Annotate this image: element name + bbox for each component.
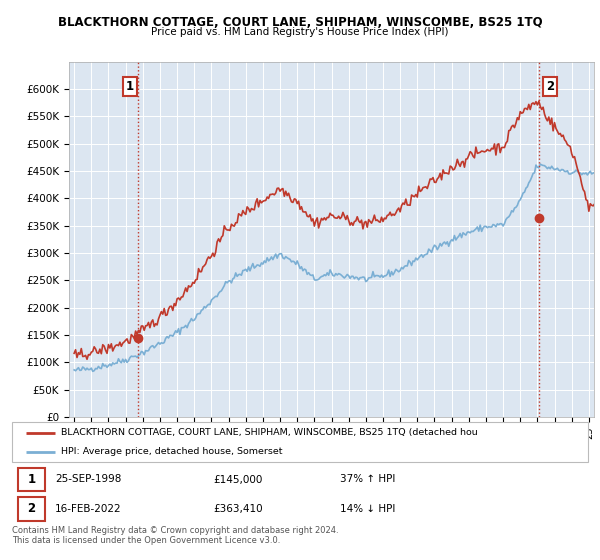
Text: HPI: Average price, detached house, Somerset: HPI: Average price, detached house, Some… bbox=[61, 447, 283, 456]
Text: 1: 1 bbox=[28, 473, 35, 486]
Text: Contains HM Land Registry data © Crown copyright and database right 2024.: Contains HM Land Registry data © Crown c… bbox=[12, 526, 338, 535]
Text: £363,410: £363,410 bbox=[214, 504, 263, 514]
Text: £145,000: £145,000 bbox=[214, 474, 263, 484]
Text: 2: 2 bbox=[545, 80, 554, 93]
Text: BLACKTHORN COTTAGE, COURT LANE, SHIPHAM, WINSCOMBE, BS25 1TQ: BLACKTHORN COTTAGE, COURT LANE, SHIPHAM,… bbox=[58, 16, 542, 29]
Text: 14% ↓ HPI: 14% ↓ HPI bbox=[340, 504, 395, 514]
Text: 37% ↑ HPI: 37% ↑ HPI bbox=[340, 474, 395, 484]
Text: This data is licensed under the Open Government Licence v3.0.: This data is licensed under the Open Gov… bbox=[12, 536, 280, 545]
Text: 25-SEP-1998: 25-SEP-1998 bbox=[55, 474, 122, 484]
Text: Price paid vs. HM Land Registry's House Price Index (HPI): Price paid vs. HM Land Registry's House … bbox=[151, 27, 449, 37]
Text: 1: 1 bbox=[125, 80, 134, 93]
Text: BLACKTHORN COTTAGE, COURT LANE, SHIPHAM, WINSCOMBE, BS25 1TQ (detached hou: BLACKTHORN COTTAGE, COURT LANE, SHIPHAM,… bbox=[61, 428, 478, 437]
Bar bbox=[18, 468, 46, 491]
Text: 16-FEB-2022: 16-FEB-2022 bbox=[55, 504, 122, 514]
Bar bbox=[18, 497, 46, 521]
Text: 2: 2 bbox=[28, 502, 35, 515]
